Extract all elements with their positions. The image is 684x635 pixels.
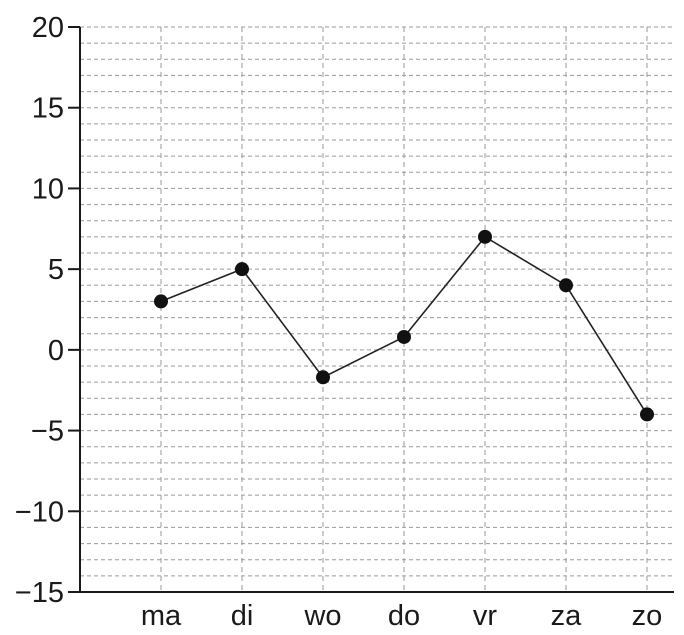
data-point xyxy=(397,329,411,344)
axes xyxy=(79,27,674,593)
y-tick-label: −10 xyxy=(15,496,64,528)
y-tick-label: 15 xyxy=(32,93,64,125)
data-point xyxy=(235,262,249,277)
x-tick-label: ma xyxy=(141,600,182,632)
x-tick-label: do xyxy=(388,600,420,632)
data-point xyxy=(154,294,168,309)
y-tick-label: 10 xyxy=(32,173,64,205)
y-tick-label: 0 xyxy=(48,335,64,367)
data-point xyxy=(559,278,573,293)
y-tick-label: −5 xyxy=(31,416,64,448)
data-point xyxy=(640,407,654,422)
x-tick-label: zo xyxy=(632,600,663,632)
x-tick-label: za xyxy=(551,600,583,632)
x-tick-label: wo xyxy=(303,600,341,632)
y-tick-label: 5 xyxy=(48,254,64,286)
series-layer xyxy=(154,229,654,422)
y-tick-label: 20 xyxy=(32,12,64,44)
data-point xyxy=(316,370,330,385)
data-point xyxy=(478,229,492,244)
x-tick-label: vr xyxy=(473,600,498,632)
y-ticks: 20 15 10 5 0 −5 −10 −15 xyxy=(15,12,80,609)
x-ticks: ma di wo do vr za zo xyxy=(141,600,662,632)
grid xyxy=(80,26,674,592)
x-tick-label: di xyxy=(231,600,254,632)
y-tick-label: −15 xyxy=(15,577,64,609)
